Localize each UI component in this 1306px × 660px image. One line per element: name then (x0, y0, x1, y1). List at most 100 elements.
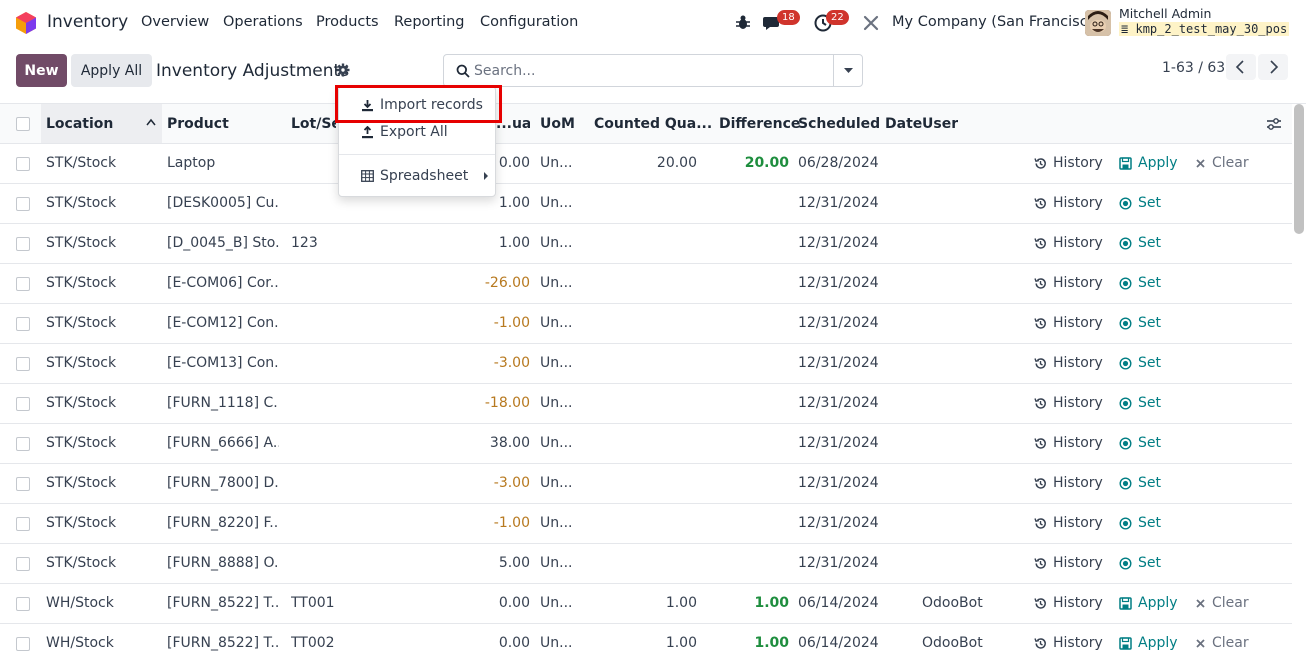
search-options-toggle[interactable] (833, 55, 862, 86)
menu-reporting[interactable]: Reporting (394, 14, 465, 30)
cell-scheduled-date[interactable]: 12/31/2024 (798, 515, 879, 531)
user-avatar[interactable] (1085, 10, 1111, 36)
row-checkbox[interactable] (16, 597, 30, 611)
header-location[interactable]: Location (46, 116, 114, 132)
cell-product[interactable]: [FURN_1118] C... (167, 395, 279, 411)
cell-product[interactable]: [E-COM12] Con... (167, 315, 279, 331)
cell-lot-serial[interactable]: TT002 (291, 635, 335, 651)
table-row[interactable]: STK/Stock [FURN_1118] C... -18.00 Un... 12/3… (0, 384, 1292, 424)
header-uom[interactable]: UoM (540, 116, 575, 132)
table-row[interactable]: STK/Stock [E-COM06] Cor... -26.00 Un... 12/3… (0, 264, 1292, 304)
table-row[interactable]: STK/Stock [E-COM13] Con... -3.00 Un... 12/31… (0, 344, 1292, 384)
row-checkbox[interactable] (16, 397, 30, 411)
table-row[interactable]: STK/Stock Laptop 0.00 Un... 20.00 20.00 06/28/… (0, 144, 1292, 184)
pager-value[interactable]: 1-63 / 63 (1162, 60, 1226, 76)
cell-location[interactable]: STK/Stock (46, 155, 117, 171)
cell-scheduled-date[interactable]: 12/31/2024 (798, 475, 879, 491)
header-scheduled-date[interactable]: Scheduled Date (798, 116, 923, 132)
messages-icon[interactable] (763, 13, 783, 33)
set-button[interactable]: Set (1119, 235, 1161, 251)
header-difference[interactable]: Difference (719, 116, 801, 132)
header-counted-quantity[interactable]: Counted Qua... (594, 116, 713, 132)
cell-uom[interactable]: Un... (540, 475, 573, 491)
vertical-scrollbar[interactable] (1294, 104, 1304, 234)
cell-scheduled-date[interactable]: 06/14/2024 (798, 635, 879, 651)
menu-overview[interactable]: Overview (141, 14, 210, 30)
set-button[interactable]: Set (1119, 555, 1161, 571)
pager-previous-button[interactable] (1226, 54, 1256, 80)
history-button[interactable]: History (1034, 595, 1103, 611)
row-checkbox[interactable] (16, 477, 30, 491)
cell-location[interactable]: WH/Stock (46, 635, 114, 651)
cell-location[interactable]: STK/Stock (46, 515, 117, 531)
history-button[interactable]: History (1034, 515, 1103, 531)
select-all-checkbox[interactable] (16, 117, 30, 131)
cell-scheduled-date[interactable]: 12/31/2024 (798, 275, 879, 291)
cell-product[interactable]: [E-COM13] Con... (167, 355, 279, 371)
set-button[interactable]: Set (1119, 395, 1161, 411)
cell-product[interactable]: [DESK0005] Cu... (167, 195, 279, 211)
cell-scheduled-date[interactable]: 12/31/2024 (798, 235, 879, 251)
row-checkbox[interactable] (16, 557, 30, 571)
history-button[interactable]: History (1034, 555, 1103, 571)
table-row[interactable]: STK/Stock [DESK0005] Cu... 1.00 Un... 12/31/… (0, 184, 1292, 224)
menu-operations[interactable]: Operations (223, 14, 303, 30)
cell-user[interactable]: OdooBot (922, 595, 983, 611)
table-row[interactable]: WH/Stock [FURN_8522] T... TT002 0.00 Un... 1.… (0, 624, 1292, 660)
bug-icon[interactable] (733, 13, 753, 33)
history-button[interactable]: History (1034, 155, 1103, 171)
menu-products[interactable]: Products (316, 14, 379, 30)
row-checkbox[interactable] (16, 637, 30, 651)
cell-product[interactable]: [FURN_8522] T... (167, 595, 279, 611)
history-button[interactable]: History (1034, 475, 1103, 491)
cell-uom[interactable]: Un... (540, 595, 573, 611)
cell-uom[interactable]: Un... (540, 395, 573, 411)
cell-product[interactable]: [FURN_7800] D... (167, 475, 279, 491)
cell-uom[interactable]: Un... (540, 435, 573, 451)
cell-scheduled-date[interactable]: 06/14/2024 (798, 595, 879, 611)
header-lot-serial[interactable]: Lot/Ser (291, 116, 336, 132)
cell-product[interactable]: [E-COM06] Cor... (167, 275, 279, 291)
header-product[interactable]: Product (167, 116, 229, 132)
set-button[interactable]: Set (1119, 275, 1161, 291)
cell-location[interactable]: STK/Stock (46, 395, 117, 411)
cell-location[interactable]: STK/Stock (46, 555, 117, 571)
set-button[interactable]: Set (1119, 475, 1161, 491)
cell-uom[interactable]: Un... (540, 355, 573, 371)
tools-icon[interactable] (861, 13, 881, 33)
cell-product[interactable]: [FURN_8522] T... (167, 635, 279, 651)
row-checkbox[interactable] (16, 517, 30, 531)
menu-configuration[interactable]: Configuration (480, 14, 579, 30)
cell-counted-quantity[interactable]: 20.00 (656, 155, 697, 171)
cell-location[interactable]: STK/Stock (46, 195, 117, 211)
apply-all-button[interactable]: Apply All (71, 54, 152, 87)
apply-button[interactable]: Apply (1119, 635, 1178, 651)
cell-location[interactable]: STK/Stock (46, 235, 117, 251)
inventory-app-icon[interactable] (16, 12, 36, 34)
row-checkbox[interactable] (16, 157, 30, 171)
app-name[interactable]: Inventory (47, 12, 129, 32)
cell-lot-serial[interactable]: 123 (291, 235, 318, 251)
cell-product[interactable]: Laptop (167, 155, 216, 171)
gear-icon[interactable] (336, 63, 350, 77)
cell-product[interactable]: [D_0045_B] Sto... (167, 235, 279, 251)
user-name[interactable]: Mitchell Admin (1119, 6, 1212, 21)
spreadsheet-menu-item[interactable]: Spreadsheet (361, 168, 468, 184)
history-button[interactable]: History (1034, 355, 1103, 371)
cell-location[interactable]: STK/Stock (46, 275, 117, 291)
set-button[interactable]: Set (1119, 315, 1161, 331)
cell-uom[interactable]: Un... (540, 555, 573, 571)
row-checkbox[interactable] (16, 357, 30, 371)
cell-product[interactable]: [FURN_8888] O... (167, 555, 279, 571)
row-checkbox[interactable] (16, 437, 30, 451)
set-button[interactable]: Set (1119, 515, 1161, 531)
cell-product[interactable]: [FURN_8220] F... (167, 515, 279, 531)
cell-counted-quantity[interactable]: 1.00 (665, 595, 697, 611)
row-checkbox[interactable] (16, 197, 30, 211)
set-button[interactable]: Set (1119, 435, 1161, 451)
set-button[interactable]: Set (1119, 195, 1161, 211)
cell-uom[interactable]: Un... (540, 235, 573, 251)
optional-columns-icon[interactable] (1266, 116, 1282, 132)
apply-button[interactable]: Apply (1119, 155, 1178, 171)
table-row[interactable]: STK/Stock [D_0045_B] Sto... 123 1.00 Un... 12… (0, 224, 1292, 264)
